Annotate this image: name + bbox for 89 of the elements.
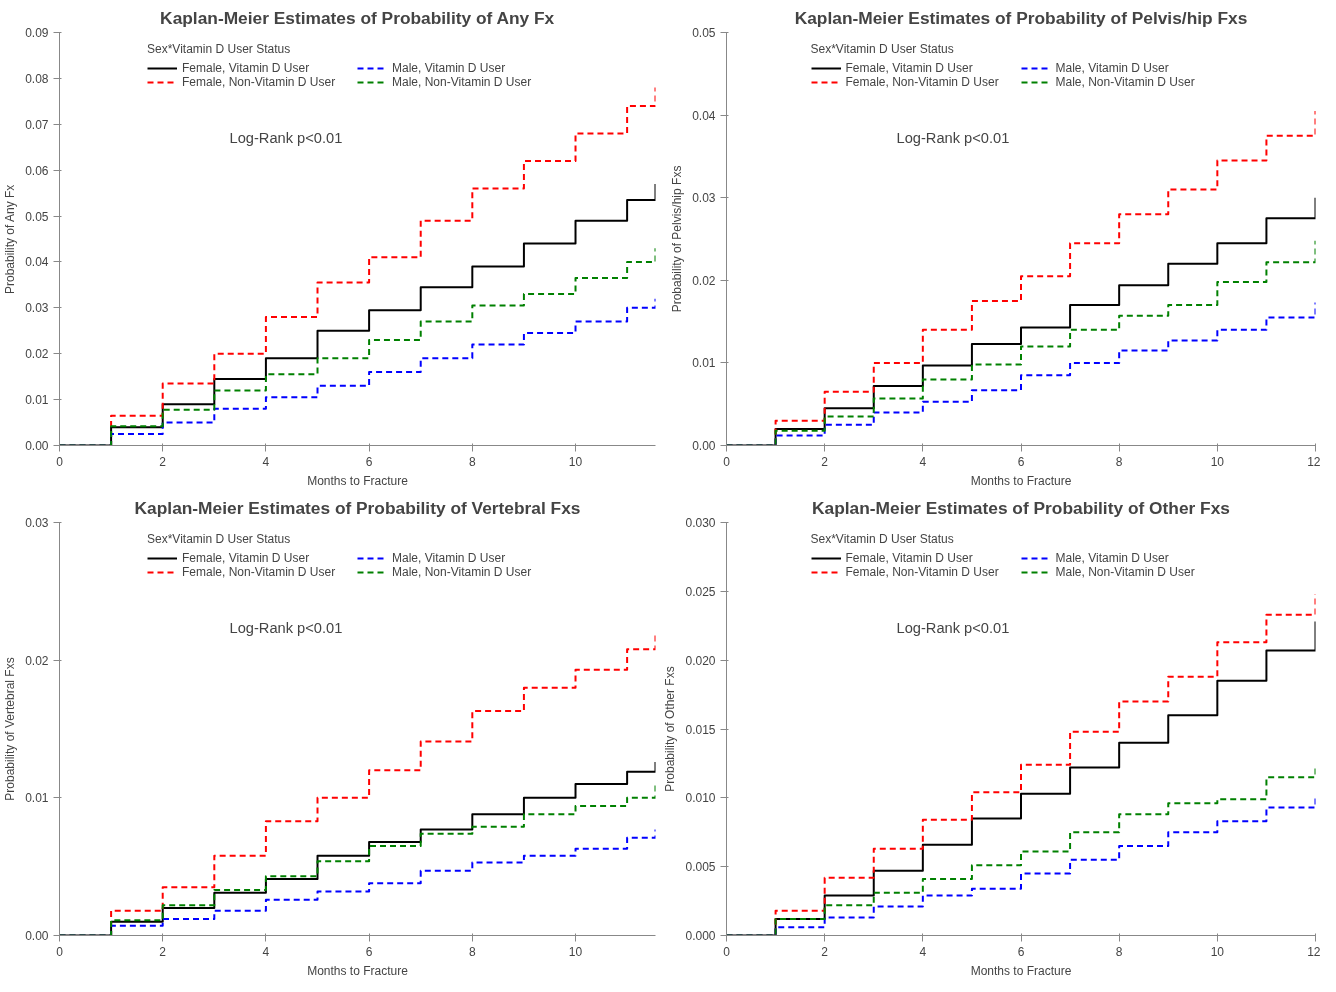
x-tick-label: 6 (1017, 454, 1025, 469)
x-tick-label: 0 (723, 944, 731, 959)
legend-label: Male, Non-Vitamin D User (392, 75, 533, 89)
y-tick-label: 0.04 (692, 108, 716, 123)
y-tick-label: 0.05 (25, 209, 49, 224)
legend-title: Sex*Vitamin D User Status (810, 532, 955, 546)
y-tick-label: 0.06 (25, 163, 49, 178)
x-tick-label: 8 (1115, 454, 1123, 469)
legend-label: Female, Non-Vitamin D User (845, 565, 1000, 579)
x-tick-label: 10 (568, 944, 583, 959)
x-tick-label: 8 (468, 944, 476, 959)
y-tick-label: 0.08 (25, 71, 49, 86)
y-tick-label: 0.04 (25, 255, 49, 270)
x-tick-label: 4 (262, 454, 270, 469)
legend-label: Female, Non-Vitamin D User (845, 75, 1000, 89)
x-tick-label: 6 (365, 454, 373, 469)
legend-label: Male, Vitamin D User (392, 61, 507, 75)
y-axis-title: Probability of Any Fx (3, 184, 18, 295)
y-axis-title: Probability of Other Fxs (663, 666, 678, 792)
y-tick-label: 0.01 (692, 356, 716, 371)
x-tick-label: 2 (159, 944, 167, 959)
x-tick-label: 0 (723, 454, 731, 469)
y-tick-label: 0.00 (25, 439, 49, 453)
y-tick-label: 0.05 (692, 26, 716, 40)
x-axis-title: Months to Fracture (970, 473, 1072, 488)
x-tick-label: 4 (919, 944, 927, 959)
x-tick-label: 6 (365, 944, 373, 959)
legend-label: Female, Non-Vitamin D User (182, 75, 337, 89)
y-tick-label: 0.01 (25, 393, 49, 408)
legend-label: Male, Non-Vitamin D User (1055, 75, 1196, 89)
annotation: Log-Rank p<0.01 (896, 619, 1010, 636)
y-tick-label: 0.07 (25, 117, 49, 132)
x-tick-label: 2 (821, 944, 829, 959)
x-tick-label: 12 (1307, 454, 1321, 469)
legend-label: Female, Vitamin D User (182, 61, 311, 75)
legend-label: Male, Vitamin D User (1055, 551, 1170, 565)
legend-label: Female, Vitamin D User (845, 551, 974, 565)
y-tick-label: 0.010 (685, 791, 716, 806)
legend-label: Male, Non-Vitamin D User (392, 565, 533, 579)
y-axis-title: Probability of Vertebral Fxs (3, 657, 18, 801)
x-tick-label: 8 (468, 454, 476, 469)
x-tick-label: 10 (568, 454, 583, 469)
chart-title: Kaplan-Meier Estimates of Probability of Any Fx (160, 7, 555, 28)
chart-title: Kaplan-Meier Estimates of Probability of Other Fxs (812, 497, 1230, 518)
y-axis-title: Probability of Pelvis/hip Fxs (670, 165, 685, 313)
x-tick-label: 0 (56, 454, 64, 469)
y-tick-label: 0.02 (692, 273, 716, 288)
y-tick-label: 0.01 (25, 791, 49, 806)
y-tick-label: 0.02 (25, 347, 49, 362)
x-tick-label: 10 (1210, 944, 1225, 959)
legend-title: Sex*Vitamin D User Status (147, 532, 292, 546)
x-tick-label: 0 (56, 944, 64, 959)
legend-title: Sex*Vitamin D User Status (810, 42, 955, 56)
x-tick-label: 2 (159, 454, 167, 469)
y-tick-label: 0.030 (685, 516, 716, 530)
y-tick-label: 0.005 (685, 860, 716, 875)
legend-title: Sex*Vitamin D User Status (147, 42, 292, 56)
x-tick-label: 12 (1307, 944, 1321, 959)
y-tick-label: 0.000 (685, 929, 716, 943)
legend-label: Male, Vitamin D User (392, 551, 507, 565)
y-tick-label: 0.09 (25, 26, 49, 40)
x-tick-label: 10 (1210, 454, 1225, 469)
legend-label: Female, Vitamin D User (845, 61, 974, 75)
x-tick-label: 4 (262, 944, 270, 959)
y-tick-label: 0.03 (25, 516, 49, 530)
chart-title: Kaplan-Meier Estimates of Probability of Vertebral Fxs (134, 497, 581, 518)
legend-label: Male, Non-Vitamin D User (1055, 565, 1196, 579)
y-tick-label: 0.015 (685, 722, 716, 737)
annotation: Log-Rank p<0.01 (896, 129, 1010, 146)
y-tick-label: 0.020 (685, 653, 716, 668)
y-tick-label: 0.00 (692, 439, 716, 453)
x-tick-label: 4 (919, 454, 927, 469)
y-tick-label: 0.03 (692, 191, 716, 206)
x-tick-label: 2 (821, 454, 829, 469)
x-axis-title: Months to Fracture (307, 963, 409, 978)
chart-title: Kaplan-Meier Estimates of Probability of Pelvis/hip Fxs (794, 7, 1248, 28)
x-tick-label: 6 (1017, 944, 1025, 959)
x-tick-label: 8 (1115, 944, 1123, 959)
annotation: Log-Rank p<0.01 (229, 129, 343, 146)
x-axis-title: Months to Fracture (970, 963, 1072, 978)
y-tick-label: 0.00 (25, 929, 49, 943)
legend-label: Female, Non-Vitamin D User (182, 565, 337, 579)
legend-label: Male, Vitamin D User (1055, 61, 1170, 75)
y-tick-label: 0.025 (685, 584, 716, 599)
y-tick-label: 0.02 (25, 653, 49, 668)
y-tick-label: 0.03 (25, 301, 49, 316)
x-axis-title: Months to Fracture (307, 473, 409, 488)
legend-label: Female, Vitamin D User (182, 551, 311, 565)
annotation: Log-Rank p<0.01 (229, 619, 343, 636)
